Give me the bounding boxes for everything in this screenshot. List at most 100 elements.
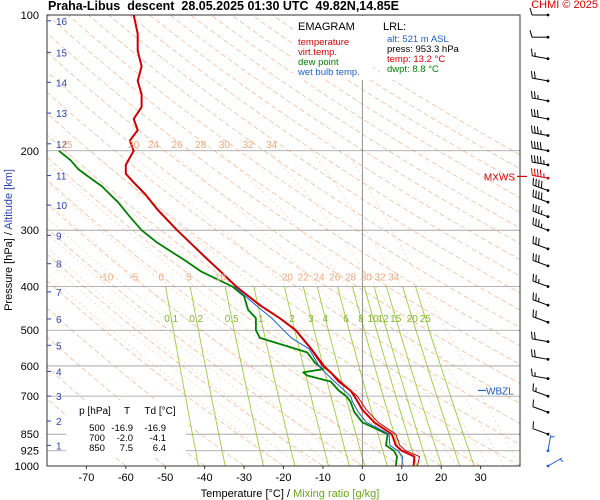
sounding-time: 28.05.2025 01:30 UTC bbox=[181, 0, 309, 13]
wind-barb-flag bbox=[530, 70, 533, 79]
wind-barb-flag bbox=[533, 155, 536, 163]
wind-barb-flag bbox=[532, 217, 534, 225]
dry-adiabat bbox=[292, 15, 520, 156]
wind-barb-staff bbox=[532, 406, 549, 413]
wind-barb-flag bbox=[533, 91, 536, 99]
wind-barb bbox=[530, 125, 550, 137]
temperature-tick-label: 20 bbox=[435, 472, 447, 484]
wind-barb-flag bbox=[533, 125, 536, 134]
wind-barb bbox=[532, 177, 550, 192]
adiabat-label: -5 bbox=[129, 273, 138, 284]
wind-barb bbox=[529, 7, 550, 17]
wind-barb-staff bbox=[532, 316, 549, 323]
wind-barb-staff bbox=[532, 224, 549, 231]
wind-barb-dot bbox=[546, 163, 550, 167]
pressure-tick-label: 700 bbox=[21, 391, 39, 403]
wind-barb-dot bbox=[546, 410, 550, 414]
wind-barb bbox=[530, 90, 550, 103]
altitude-tick-label: 16 bbox=[56, 17, 68, 28]
wind-barb-flag bbox=[535, 218, 537, 226]
wind-barb-flag bbox=[530, 168, 533, 176]
wind-barb-dot bbox=[546, 99, 550, 103]
wind-barb-staff bbox=[532, 97, 549, 102]
wind-barb-flag bbox=[535, 310, 537, 318]
dry-adiabat bbox=[231, 15, 520, 199]
pressure-tick-label: 850 bbox=[21, 429, 39, 441]
copyright: CHMI © 2025 bbox=[531, 0, 598, 11]
mixing-ratio-label: 0.2 bbox=[189, 314, 203, 325]
adiabat-label: 22 bbox=[298, 273, 310, 284]
wind-barb-flag bbox=[530, 154, 533, 163]
wind-barb-staff bbox=[547, 434, 552, 451]
legend-title: EMAGRAM bbox=[298, 21, 355, 33]
wind-barb-flag bbox=[532, 177, 534, 186]
temperature-tick-label: -40 bbox=[197, 472, 213, 484]
pressure-tick-label: 500 bbox=[21, 325, 39, 337]
wind-barb-flag bbox=[538, 219, 540, 227]
wind-barb bbox=[530, 70, 550, 83]
wind-barb-dot bbox=[546, 320, 550, 324]
wind-barb-staff bbox=[532, 356, 549, 360]
x-axis-title-mixing: Mixing ratio [g/kg] bbox=[293, 488, 379, 500]
wind-barb-flag bbox=[532, 273, 534, 282]
mixing-ratio-label: 15 bbox=[390, 314, 402, 325]
altitude-tick-label: 4 bbox=[56, 367, 62, 378]
profile-temperature bbox=[124, 15, 416, 466]
wind-barb-dot bbox=[546, 247, 550, 251]
wind-barb bbox=[546, 457, 564, 468]
dry-adiabat bbox=[251, 15, 520, 184]
adiabat-label: 34 bbox=[266, 140, 278, 151]
moist-adiabat bbox=[126, 150, 442, 466]
temperature-tick-label: -70 bbox=[78, 472, 94, 484]
altitude-tick-label: 8 bbox=[56, 260, 62, 271]
wind-barb-staff bbox=[532, 242, 549, 250]
altitude-tick-label: 3 bbox=[56, 392, 62, 403]
wind-barb-dot bbox=[546, 57, 550, 61]
wind-barb-flag bbox=[530, 368, 533, 376]
dry-adiabat bbox=[271, 15, 520, 170]
level-table-cell: 700 bbox=[89, 433, 105, 444]
mixing-ratio-label: 2 bbox=[289, 314, 295, 325]
altitude-tick-label: 14 bbox=[56, 78, 68, 89]
wind-barb bbox=[532, 253, 550, 268]
level-table-header: T bbox=[124, 406, 130, 417]
dry-adiabat bbox=[47, 91, 520, 424]
temperature-tick-label: 30 bbox=[474, 472, 486, 484]
wind-barb-dot bbox=[546, 394, 550, 398]
lrl-line: dwpt: 8.8 °C bbox=[387, 64, 439, 75]
wind-barb-flag bbox=[530, 90, 533, 99]
legend-item: dew point bbox=[298, 57, 339, 68]
wind-barb-staff bbox=[532, 338, 549, 343]
wind-barb-flag bbox=[535, 237, 537, 245]
wind-barb-dot bbox=[546, 432, 550, 436]
altitude-tick-label: 6 bbox=[56, 315, 62, 326]
moist-adiabat bbox=[60, 150, 410, 466]
profile-dew-point bbox=[58, 150, 398, 466]
wind-barb-flag bbox=[532, 253, 534, 261]
x-axis-title-temperature: Temperature [°C] / bbox=[201, 488, 293, 500]
wind-barb bbox=[532, 189, 550, 204]
legend-item: wet bulb temp. bbox=[297, 67, 360, 78]
level-table-header: p [hPa] bbox=[79, 406, 111, 417]
wind-barb-flag bbox=[538, 238, 540, 246]
adiabat-label: 10 bbox=[215, 273, 227, 284]
temperature-tick-label: -50 bbox=[157, 472, 173, 484]
wind-barb-flag bbox=[530, 331, 533, 339]
wind-barb-dot bbox=[546, 149, 550, 153]
moist-adiabat bbox=[90, 150, 426, 466]
wind-barb bbox=[530, 140, 550, 153]
wind-barb-flag bbox=[529, 30, 533, 38]
wind-barb-staff bbox=[532, 77, 549, 82]
wind-barb-dot bbox=[546, 264, 550, 268]
level-table-cell: -16.9 bbox=[144, 423, 166, 434]
wind-barb-flag bbox=[533, 332, 536, 340]
wind-barb bbox=[530, 48, 550, 61]
wind-barb-flag bbox=[530, 140, 533, 149]
wind-barb-flag bbox=[535, 204, 537, 213]
adiabat-label: 28 bbox=[195, 140, 207, 151]
wind-barb-flag bbox=[533, 71, 536, 79]
adiabat-label: 34 bbox=[388, 273, 400, 284]
wind-barb-dot bbox=[546, 189, 550, 192]
altitude-tick-label: 13 bbox=[56, 109, 68, 120]
